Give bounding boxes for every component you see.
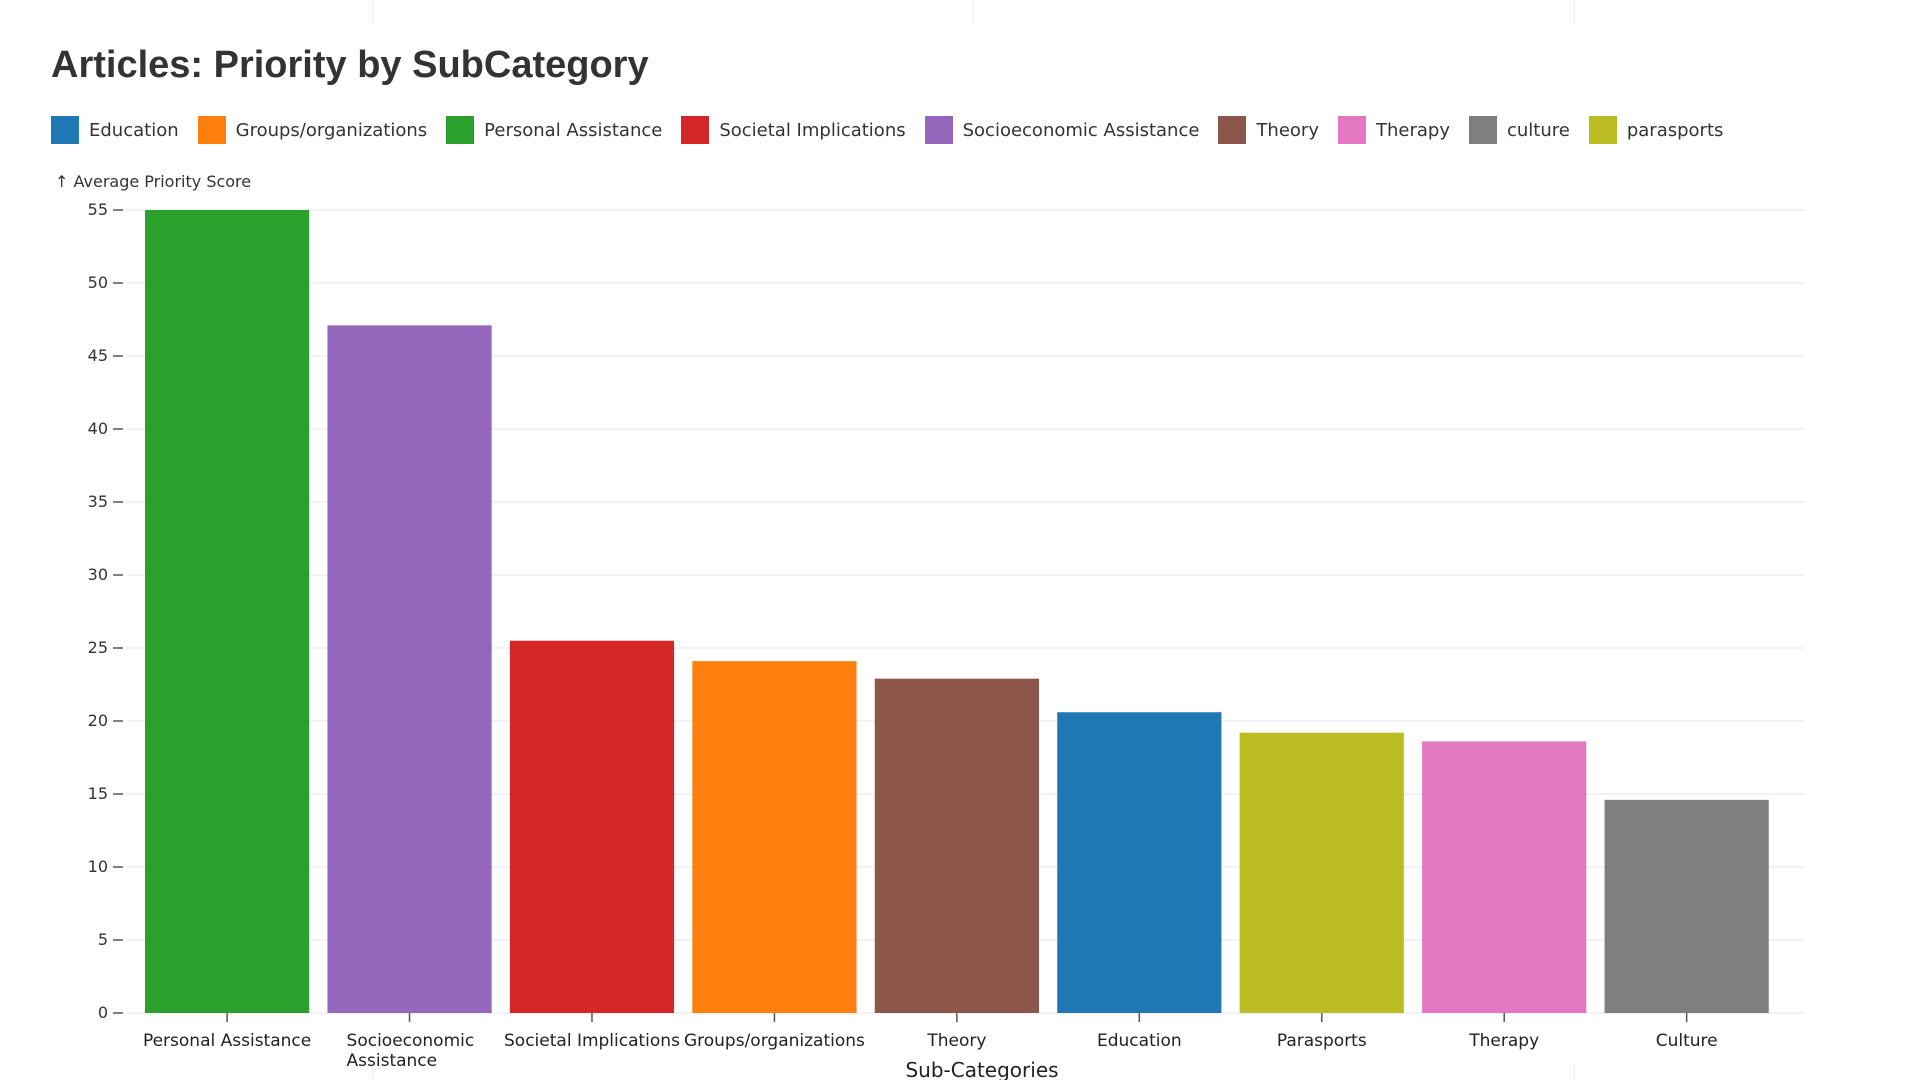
divider-line (1574, 0, 1575, 24)
x-tick-label: Parasports (1277, 1031, 1367, 1051)
x-tick-label-line: Theory (926, 1031, 986, 1051)
legend-item: Personal Assistance (446, 116, 662, 144)
legend-label: Therapy (1375, 119, 1450, 141)
bar (327, 325, 492, 1014)
y-tick-label: 10 (88, 857, 108, 876)
bar (692, 661, 857, 1013)
legend-label: Personal Assistance (484, 119, 663, 141)
x-tick-label: Groups/organizations (684, 1031, 865, 1051)
legend-item: Socioeconomic Assistance (924, 116, 1200, 144)
bar (1422, 741, 1587, 1013)
x-tick-label: Education (1097, 1031, 1182, 1051)
legend-item: Theory (1218, 116, 1319, 144)
legend-swatch (1218, 116, 1247, 144)
legend-swatch (1588, 116, 1617, 144)
legend-swatch (446, 116, 475, 144)
legend-label: Education (89, 119, 179, 141)
legend-item: Therapy (1337, 116, 1450, 144)
legend-label: Groups/organizations (235, 119, 428, 141)
y-tick-label: 0 (98, 1003, 108, 1022)
x-tick-label: Personal Assistance (143, 1031, 311, 1051)
x-tick-label-line: Societal Implications (504, 1031, 680, 1051)
y-tick-label: 40 (88, 419, 108, 438)
divider-line (973, 0, 974, 24)
legend-label: Theory (1256, 119, 1319, 141)
x-tick-label-line: Groups/organizations (684, 1031, 865, 1051)
legend-label: culture (1506, 119, 1570, 141)
y-tick-label: 30 (88, 565, 108, 584)
divider-line (372, 1064, 373, 1080)
x-tick-label-line: Parasports (1277, 1031, 1367, 1051)
y-tick-label: 15 (88, 784, 108, 803)
bar (509, 640, 675, 1013)
y-axis-label: ↑ Average Priority Score (55, 172, 252, 191)
x-axis-title: Sub-Categories (905, 1058, 1058, 1080)
x-tick-label-line: Culture (1656, 1031, 1718, 1051)
x-tick-label-line: Socioeconomic (347, 1031, 475, 1051)
bar (1604, 799, 1769, 1013)
x-tick-label-line: Personal Assistance (143, 1031, 311, 1051)
chart-legend: Education Groups/organizations Personal As… (51, 116, 1742, 144)
legend-item: Societal Implications (681, 116, 906, 144)
divider-line (1574, 1064, 1575, 1080)
bar (1057, 712, 1222, 1013)
x-tick-label: Socioeconomic Assistance (347, 1031, 475, 1071)
legend-item: Education (51, 116, 179, 144)
y-tick-label: 25 (88, 638, 108, 657)
legend-swatch (197, 116, 226, 144)
bar (874, 678, 1039, 1013)
x-tick-label-line: Assistance (347, 1051, 438, 1071)
divider-line (372, 0, 373, 24)
x-tick-label-line: Education (1097, 1031, 1182, 1051)
legend-swatch (681, 116, 710, 144)
chart-title: Articles: Priority by SubCategory (51, 44, 649, 86)
x-tick-label: Societal Implications (504, 1031, 680, 1051)
x-tick-label: Theory (926, 1031, 986, 1051)
legend-item: culture (1468, 116, 1570, 144)
legend-swatch (1337, 116, 1366, 144)
legend-item: parasports (1588, 116, 1724, 144)
x-tick-label: Therapy (1468, 1031, 1539, 1051)
y-tick-label: 5 (98, 930, 108, 949)
legend-item: Groups/organizations (197, 116, 428, 144)
bar (1239, 732, 1404, 1013)
y-tick-label: 50 (88, 273, 108, 292)
y-tick-label: 20 (88, 711, 108, 730)
y-tick-label: 45 (88, 346, 108, 365)
legend-label: Societal Implications (719, 119, 906, 141)
x-tick-label-line: Therapy (1468, 1031, 1539, 1051)
legend-swatch (924, 116, 953, 144)
bar (145, 210, 310, 1013)
x-tick-label: Culture (1656, 1031, 1718, 1051)
legend-label: parasports (1626, 119, 1724, 141)
y-tick-label: 55 (88, 200, 108, 219)
legend-swatch (1468, 116, 1497, 144)
legend-swatch (51, 116, 79, 144)
legend-label: Socioeconomic Assistance (962, 119, 1200, 141)
y-tick-label: 35 (88, 492, 108, 511)
